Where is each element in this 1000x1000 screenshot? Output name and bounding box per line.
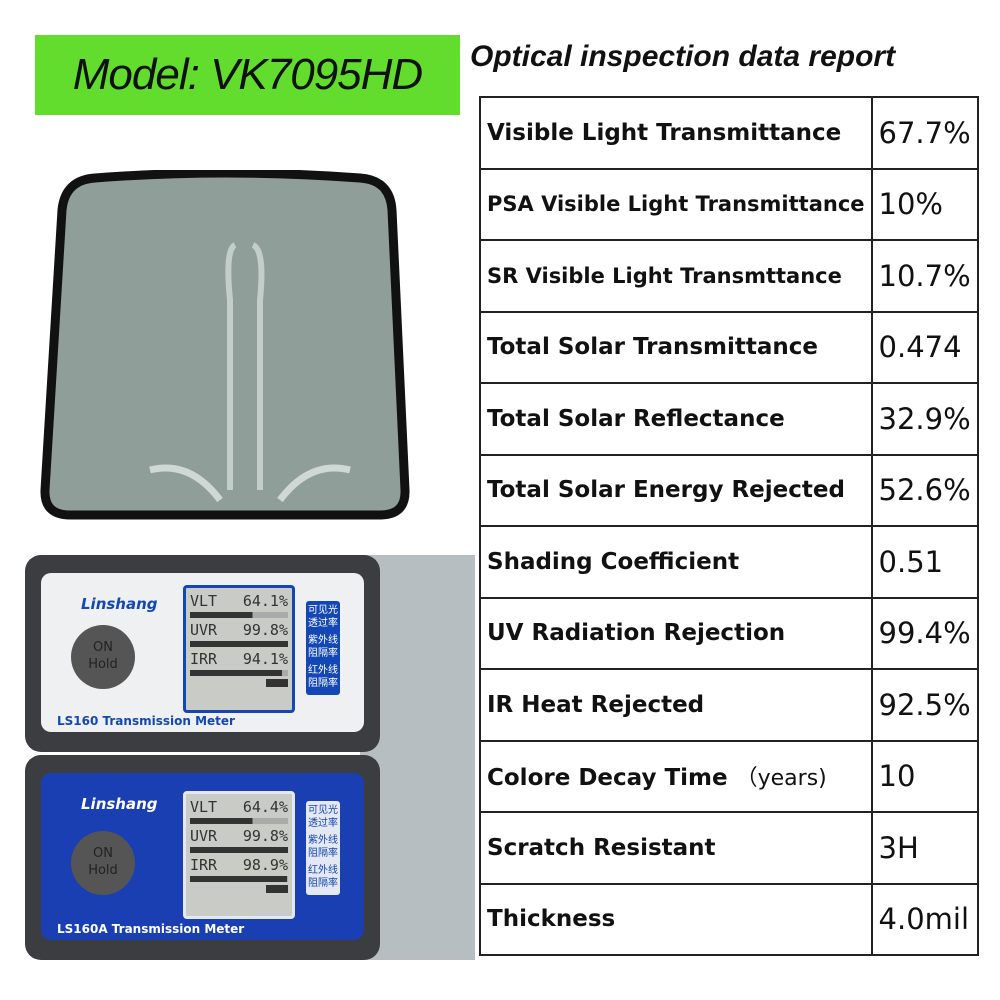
row-value: 10% bbox=[870, 167, 979, 241]
table-row: Visible Light Transmittance 67.7% bbox=[479, 96, 979, 170]
row-label: Total Solar Reflectance bbox=[479, 382, 873, 456]
row-value: 99.4% bbox=[870, 596, 979, 670]
label-text: Total Solar Transmittance bbox=[487, 334, 819, 361]
row-value: 10 bbox=[870, 739, 979, 813]
table-row: IR Heat Rejected 92.5% bbox=[479, 668, 979, 742]
table-row: Colore Decay Time （years) 10 bbox=[479, 739, 979, 813]
unit-text: （years) bbox=[735, 766, 827, 792]
transmission-meter: Linshang ON Hold VLT 64.4% UVR 99.8% IRR 98… bbox=[25, 755, 380, 960]
reading-key: UVR bbox=[190, 827, 218, 845]
reading-key: IRR bbox=[190, 856, 218, 874]
label-text: Scratch Resistant bbox=[487, 834, 716, 861]
meter-name: LS160 Transmission Meter bbox=[57, 714, 235, 728]
battery-icon bbox=[266, 679, 288, 687]
reading-bar bbox=[190, 612, 288, 618]
row-label: Total Solar Transmittance bbox=[479, 310, 873, 384]
label-text: SR Visible Light Transmttance bbox=[487, 263, 842, 288]
row-label: Scratch Resistant bbox=[479, 811, 873, 885]
reading-tag: 紫外线阻隔率 bbox=[306, 831, 340, 865]
reading: VLT 64.1% bbox=[190, 592, 288, 612]
table-row: Thickness 4.0mil bbox=[479, 882, 979, 956]
reading: UVR 99.8% bbox=[190, 827, 288, 847]
row-label: Shading Coefficient bbox=[479, 525, 873, 599]
model-label: Model: VK7095HD bbox=[35, 35, 460, 115]
meter-name: LS160A Transmission Meter bbox=[57, 922, 245, 936]
reading-value: 64.4% bbox=[242, 798, 288, 816]
reading-bar bbox=[190, 670, 288, 676]
row-label: SR Visible Light Transmttance bbox=[479, 239, 873, 313]
label-text: Visible Light Transmittance bbox=[487, 119, 842, 146]
label-text: IR Heat Rejected bbox=[487, 691, 705, 718]
row-value: 67.7% bbox=[870, 96, 979, 170]
reading-bar bbox=[190, 641, 288, 647]
reading-key: VLT bbox=[190, 592, 218, 610]
row-value: 10.7% bbox=[870, 239, 979, 313]
reading-tag: 可见光透过率 bbox=[306, 801, 340, 835]
label-text: Colore Decay Time bbox=[487, 765, 728, 792]
brand-logo: Linshang bbox=[81, 595, 158, 613]
label-text: Shading Coefficient bbox=[487, 548, 740, 575]
row-value: 3H bbox=[870, 811, 979, 885]
row-label: UV Radiation Rejection bbox=[479, 596, 873, 670]
on-hold-button[interactable]: ON Hold bbox=[71, 831, 135, 895]
reading-tag: 红外线阻隔率 bbox=[306, 861, 340, 895]
reading-key: UVR bbox=[190, 621, 218, 639]
row-value: 0.51 bbox=[870, 525, 979, 599]
row-label: Visible Light Transmittance bbox=[479, 96, 873, 170]
table-row: Total Solar Transmittance 0.474 bbox=[479, 310, 979, 384]
reading: IRR 98.9% bbox=[190, 856, 288, 876]
table-row: PSA Visible Light Transmittance 10% bbox=[479, 167, 979, 241]
table-row: Scratch Resistant 3H bbox=[479, 811, 979, 885]
reading: IRR 94.1% bbox=[190, 650, 288, 670]
label-text: Thickness bbox=[487, 906, 616, 933]
brand-logo: Linshang bbox=[81, 795, 158, 813]
row-label: PSA Visible Light Transmittance bbox=[479, 167, 873, 241]
table-row: Shading Coefficient 0.51 bbox=[479, 525, 979, 599]
row-value: 4.0mil bbox=[870, 882, 979, 956]
row-label: Thickness bbox=[479, 882, 873, 956]
on-hold-button[interactable]: ON Hold bbox=[71, 625, 135, 689]
reading: VLT 64.4% bbox=[190, 798, 288, 818]
reading-value: 99.8% bbox=[242, 621, 288, 639]
lcd-screen: VLT 64.4% UVR 99.8% IRR 98.9% bbox=[183, 791, 295, 919]
windshield-image bbox=[40, 170, 410, 520]
table-row: SR Visible Light Transmttance 10.7% bbox=[479, 239, 979, 313]
reading-tag: 红外线阻隔率 bbox=[306, 661, 340, 695]
battery-icon bbox=[266, 885, 288, 893]
row-value: 52.6% bbox=[870, 453, 979, 527]
label-text: PSA Visible Light Transmittance bbox=[487, 192, 865, 217]
label-text: UV Radiation Rejection bbox=[487, 620, 786, 647]
lcd-screen: VLT 64.1% UVR 99.8% IRR 94.1% bbox=[183, 585, 295, 713]
row-value: 92.5% bbox=[870, 668, 979, 742]
meter-face: Linshang ON Hold VLT 64.4% UVR 99.8% IRR 98… bbox=[41, 773, 364, 940]
report-title: Optical inspection data report bbox=[470, 40, 896, 73]
reading-value: 98.9% bbox=[242, 856, 288, 874]
data-table: Visible Light Transmittance 67.7% PSA Visi… bbox=[479, 96, 979, 956]
reading-value: 94.1% bbox=[242, 650, 288, 668]
table-row: Total Solar Energy Rejected 52.6% bbox=[479, 453, 979, 527]
reading-tag: 可见光透过率 bbox=[306, 601, 340, 635]
reading: UVR 99.8% bbox=[190, 621, 288, 641]
reading-value: 64.1% bbox=[242, 592, 288, 610]
row-label: IR Heat Rejected bbox=[479, 668, 873, 742]
reading-key: IRR bbox=[190, 650, 218, 668]
label-text: Total Solar Reflectance bbox=[487, 405, 785, 432]
reading-bar bbox=[190, 847, 288, 853]
label-text: Total Solar Energy Rejected bbox=[487, 477, 845, 504]
reading-bar bbox=[190, 818, 288, 824]
reading-key: VLT bbox=[190, 798, 218, 816]
row-label: Total Solar Energy Rejected bbox=[479, 453, 873, 527]
reading-value: 99.8% bbox=[242, 827, 288, 845]
transmission-meter: Linshang ON Hold VLT 64.1% UVR 99.8% IRR 94… bbox=[25, 555, 380, 752]
reading-bar bbox=[190, 876, 288, 882]
meter-face: Linshang ON Hold VLT 64.1% UVR 99.8% IRR 94… bbox=[41, 573, 364, 732]
table-row: UV Radiation Rejection 99.4% bbox=[479, 596, 979, 670]
row-label: Colore Decay Time （years) bbox=[479, 739, 873, 813]
reading-tag: 紫外线阻隔率 bbox=[306, 631, 340, 665]
row-value: 32.9% bbox=[870, 382, 979, 456]
row-value: 0.474 bbox=[870, 310, 979, 384]
table-row: Total Solar Reflectance 32.9% bbox=[479, 382, 979, 456]
